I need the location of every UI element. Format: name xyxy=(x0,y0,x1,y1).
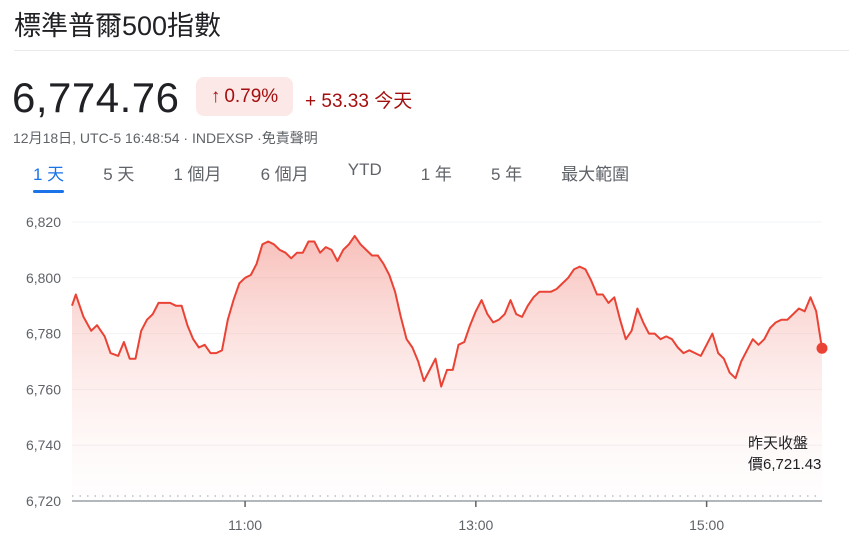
x-tick-label: 15:00 xyxy=(689,517,724,533)
y-tick-label: 6,740 xyxy=(26,437,61,453)
x-tick-label: 13:00 xyxy=(458,517,493,533)
change-percent: 0.79% xyxy=(224,85,279,107)
area-fill xyxy=(72,235,822,501)
divider xyxy=(14,50,849,51)
tab-range[interactable]: 最大範圍 xyxy=(561,165,630,184)
y-tick-label: 6,760 xyxy=(26,381,61,397)
previous-close-label-line2: 價6,721.43 xyxy=(748,456,822,473)
price-line xyxy=(71,234,823,388)
change-value: + 53.33 xyxy=(305,91,369,112)
tab-range[interactable]: 6 個月 xyxy=(260,165,309,184)
quote-meta: 12月18日, UTC-5 16:48:54 · INDEXSP ·免責聲明 xyxy=(13,130,318,146)
tab-range[interactable]: 5 年 xyxy=(490,165,523,184)
y-tick-label: 6,800 xyxy=(26,270,61,286)
y-tick-label: 6,780 xyxy=(26,326,61,342)
tab-range[interactable]: 1 年 xyxy=(420,165,452,184)
current-price: 6,774.76 xyxy=(12,74,180,121)
change-percent-badge: ↑ 0.79% xyxy=(196,77,293,116)
tab-range[interactable]: 5 天 xyxy=(103,165,135,184)
arrow-up-icon: ↑ xyxy=(210,85,221,107)
page-title: 標準普爾500指數 xyxy=(14,11,222,41)
tab-range[interactable]: YTD xyxy=(347,160,382,179)
x-tick-label: 11:00 xyxy=(228,517,262,533)
y-tick-label: 6,720 xyxy=(26,493,61,509)
previous-close-label-line1: 昨天收盤 xyxy=(748,435,809,452)
change-period: 今天 xyxy=(374,91,413,112)
y-tick-label: 6,820 xyxy=(26,214,61,230)
last-price-dot xyxy=(816,342,828,354)
range-tabs: 1 天 5 天 1 個月 6 個月 YTD 1 年 5 年 最大範圍 xyxy=(22,158,657,193)
tab-range[interactable]: 1 個月 xyxy=(173,165,222,184)
tab-range[interactable]: 1 天 xyxy=(22,158,75,193)
previous-close-label: 昨天收盤價6,721.43 xyxy=(748,433,821,475)
price-chart[interactable]: 6,720 6,740 6,760 6,780 6,800 6,820 11:00 13:00… xyxy=(0,200,849,537)
change-absolute: + 53.33 今天 xyxy=(305,86,412,113)
